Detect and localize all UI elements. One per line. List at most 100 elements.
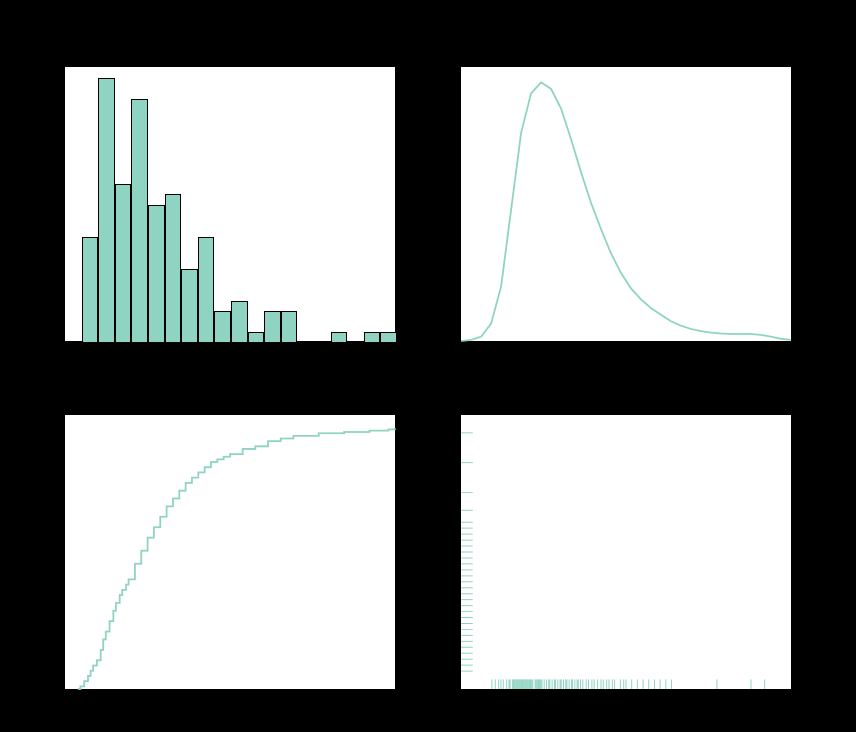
tick-mark (763, 690, 764, 695)
tick-label: 0.004 (426, 248, 451, 259)
tick-mark (383, 342, 384, 347)
tick-mark (455, 672, 460, 673)
tick-mark (319, 690, 320, 695)
tick-label: 15 (44, 177, 55, 188)
histogram-bar (264, 311, 281, 343)
histogram-bar (165, 194, 182, 343)
tick-mark (455, 492, 460, 493)
tick-label: 10 (44, 230, 55, 241)
ecdf-line (78, 428, 395, 689)
histogram-bar (181, 269, 198, 343)
tick-label: 0.008 (426, 160, 451, 171)
tick-label: 0.006 (426, 204, 451, 215)
tick-label: 30 (440, 487, 451, 498)
tick-label: 40 (440, 427, 451, 438)
histogram-bar (131, 99, 148, 343)
tick-mark (477, 690, 478, 695)
histogram-bar (148, 205, 165, 343)
tick-label: 150 (247, 697, 264, 708)
tick-mark (59, 183, 64, 184)
tick-label: 200 (311, 349, 328, 360)
tick-mark (59, 289, 64, 290)
tick-mark (455, 121, 460, 122)
panel-bivariate-ylabel: Tip ($) (420, 548, 434, 582)
tick-mark (128, 342, 129, 347)
panel-bivariate-plot (461, 415, 791, 689)
tick-mark (192, 342, 193, 347)
tick-mark (455, 165, 460, 166)
tick-mark (59, 427, 64, 428)
panel-ecdf-title: ECDF Plot (65, 395, 395, 410)
tick-mark (59, 342, 64, 343)
panel-ecdf-plot (65, 415, 395, 689)
histogram-bar (198, 237, 215, 343)
tick-label: 50 (122, 697, 133, 708)
tick-label: 100 (582, 349, 599, 360)
tick-label: 0.010 (426, 116, 451, 127)
panel-histogram: Histogram (64, 66, 396, 342)
tick-label: 250 (375, 697, 392, 708)
tick-label: 0 (487, 349, 493, 360)
tick-mark (691, 342, 692, 347)
tick-mark (59, 532, 64, 533)
tick-mark (455, 298, 460, 299)
panel-kde-plot (461, 67, 791, 341)
tick-label: 150 (641, 697, 658, 708)
tick-label: 0.0 (41, 685, 55, 696)
panel-ecdf-ylabel: Proportion (24, 527, 38, 582)
kde-line (461, 82, 791, 341)
tick-mark (59, 236, 64, 237)
panel-histogram-ylabel: Count (24, 202, 38, 234)
tick-label: 250 (375, 349, 392, 360)
tick-label: 50 (122, 349, 133, 360)
tick-mark (455, 77, 460, 78)
tick-mark (59, 130, 64, 131)
panel-bivariate-title: Bivariate Histogram (461, 395, 791, 410)
tick-mark (649, 690, 650, 695)
histogram-bar (214, 311, 231, 343)
panel-histogram-title: Histogram (65, 47, 395, 62)
tick-mark (383, 690, 384, 695)
tick-label: 0.4 (41, 579, 55, 590)
tick-mark (59, 690, 64, 691)
tick-mark (534, 690, 535, 695)
panel-bivariate: Bivariate Histogram (460, 414, 792, 690)
tick-label: 200 (698, 697, 715, 708)
panel-histogram-xlabel: Cost ($) (64, 370, 396, 384)
tick-mark (455, 552, 460, 553)
tick-label: 100 (583, 697, 600, 708)
tick-label: 25 (44, 71, 55, 82)
tick-label: 20 (44, 124, 55, 135)
tick-label: 250 (755, 697, 772, 708)
panel-ecdf-xlabel: Cost ($) (64, 718, 396, 732)
tick-label: 1.0 (41, 422, 55, 433)
tick-mark (59, 637, 64, 638)
tick-mark (59, 585, 64, 586)
panel-ecdf: ECDF Plot (64, 414, 396, 690)
tick-mark (319, 342, 320, 347)
tick-mark (591, 342, 592, 347)
tick-label: 0.8 (41, 474, 55, 485)
tick-label: 5 (49, 283, 55, 294)
histogram-bar (82, 237, 99, 343)
panel-kde: KDE Plot (460, 66, 792, 342)
histogram-bar (115, 184, 132, 343)
tick-label: 0 (474, 697, 480, 708)
histogram-bar (98, 78, 115, 343)
tick-label: 0 (49, 337, 55, 348)
rug-y (461, 433, 473, 671)
tick-label: 0.012 (426, 72, 451, 83)
tick-mark (490, 342, 491, 347)
tick-mark (455, 342, 460, 343)
tick-label: 0.002 (426, 292, 451, 303)
tick-mark (455, 210, 460, 211)
tick-label: 200 (311, 697, 328, 708)
histogram-bar (231, 301, 248, 343)
tick-mark (706, 690, 707, 695)
tick-label: 0 (61, 697, 67, 708)
panel-kde-title: KDE Plot (461, 47, 791, 62)
figure-suptitle: Distribution of Order Costs (0, 14, 856, 35)
tick-label: 50 (529, 697, 540, 708)
tick-mark (64, 342, 65, 347)
tick-mark (59, 77, 64, 78)
